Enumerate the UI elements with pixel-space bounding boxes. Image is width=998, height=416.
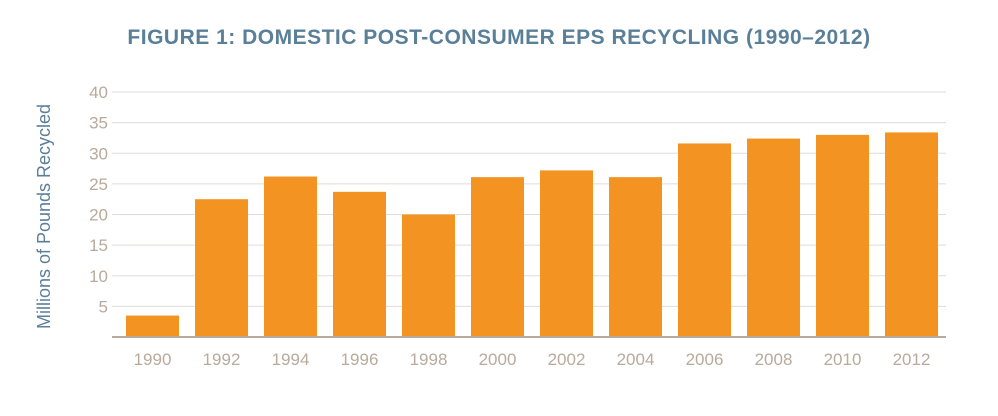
bar-2004 xyxy=(609,177,662,337)
bar-1994 xyxy=(264,176,317,337)
x-tick-label: 2002 xyxy=(548,350,586,369)
bar-1996 xyxy=(333,191,386,337)
x-tick-label: 2004 xyxy=(617,350,655,369)
bar-2010 xyxy=(816,134,869,337)
x-tick-label: 2008 xyxy=(755,350,793,369)
x-tick-label: 2010 xyxy=(824,350,862,369)
x-tick-label: 1992 xyxy=(203,350,241,369)
bar-1992 xyxy=(195,199,248,337)
x-tick-labels: 1990 1992 1994 1996 1998 2000 2002 2004 2006 2008… xyxy=(134,350,931,369)
x-tick-label: 1998 xyxy=(410,350,448,369)
bar-2002 xyxy=(540,170,593,337)
bar-2012 xyxy=(885,132,938,337)
x-tick-label: 2012 xyxy=(893,350,931,369)
y-tick-label: 20 xyxy=(89,206,108,225)
y-tick-label: 10 xyxy=(89,267,108,286)
y-axis-label: Millions of Pounds Recycled xyxy=(34,104,54,329)
y-tick-label: 30 xyxy=(89,144,108,163)
y-tick-label: 25 xyxy=(89,175,108,194)
y-tick-label: 40 xyxy=(89,83,108,102)
chart-title: FIGURE 1: DOMESTIC POST-CONSUMER EPS REC… xyxy=(127,26,871,49)
bar-1998 xyxy=(402,214,455,337)
x-tick-label: 2000 xyxy=(479,350,517,369)
bar-2006 xyxy=(678,143,731,337)
x-tick-label: 1994 xyxy=(272,350,310,369)
bars xyxy=(126,132,938,337)
x-tick-label: 1996 xyxy=(341,350,379,369)
x-tick-label: 1990 xyxy=(134,350,172,369)
y-tick-label: 15 xyxy=(89,236,108,255)
y-tick-label: 5 xyxy=(99,297,108,316)
y-tick-labels: 5 10 15 20 25 30 35 40 xyxy=(89,83,108,316)
gridlines xyxy=(112,91,946,307)
bar-1990 xyxy=(126,315,179,337)
y-tick-label: 35 xyxy=(89,114,108,133)
bar-2000 xyxy=(471,177,524,337)
x-tick-label: 2006 xyxy=(686,350,724,369)
bar-2008 xyxy=(747,138,800,337)
